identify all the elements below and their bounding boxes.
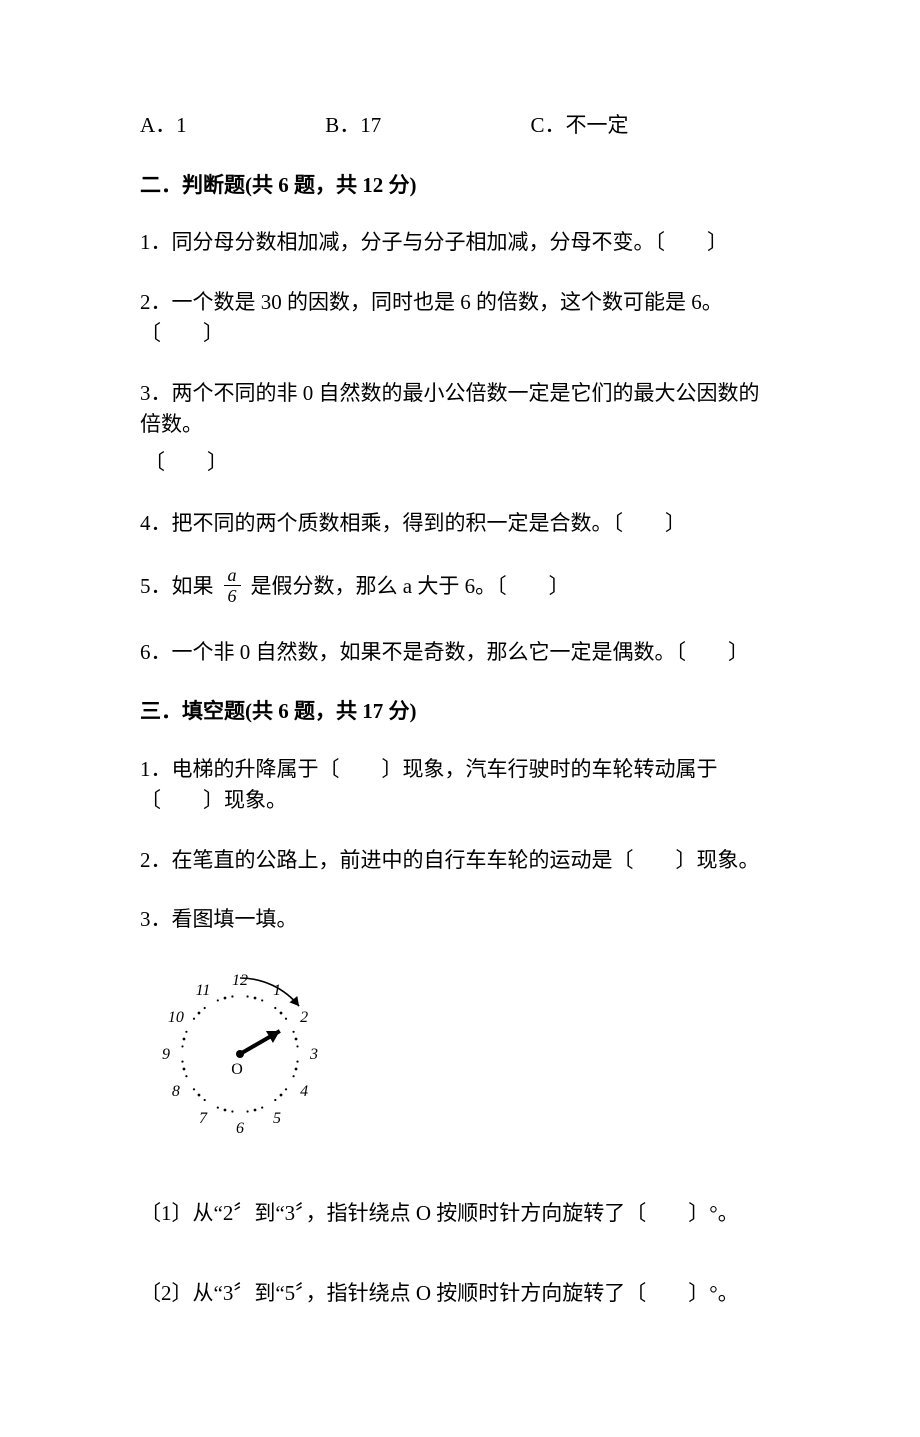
mc-answer-row: A．1 B．17 C．不一定 — [140, 110, 780, 142]
s2-q6: 6．一个非 0 自然数，如果不是奇数，那么它一定是偶数。〔 〕 — [140, 637, 780, 669]
s2-q3-line2: 〔 〕 — [140, 447, 780, 479]
svg-text:O: O — [231, 1061, 243, 1078]
s3-q3-sub2: 〔2〕从“3〞到“5〞，指针绕点 O 按顺时针方向旋转了〔 〕°。 — [140, 1278, 780, 1310]
section-3-heading: 三．填空题(共 6 题，共 17 分) — [140, 696, 780, 728]
svg-text:11: 11 — [196, 981, 211, 998]
s2-q3-line1: 3．两个不同的非 0 自然数的最小公倍数一定是它们的最大公因数的倍数。 — [140, 378, 780, 441]
svg-text:12: 12 — [232, 972, 248, 989]
s2-q5: 5．如果 a 6 是假分数，那么 a 大于 6。〔 〕 — [140, 568, 570, 607]
clock-figure: 121234567891011O — [150, 964, 780, 1159]
fraction-a-over-6: a 6 — [224, 566, 241, 605]
s3-q1: 1．电梯的升降属于〔 〕现象，汽车行驶时的车轮转动属于〔 〕现象。 — [140, 754, 780, 817]
svg-text:5: 5 — [273, 1110, 281, 1127]
svg-text:3: 3 — [309, 1046, 318, 1063]
option-a: A．1 — [140, 110, 320, 142]
svg-text:6: 6 — [236, 1120, 244, 1137]
svg-text:10: 10 — [168, 1009, 184, 1026]
s2-q4: 4．把不同的两个质数相乘，得到的积一定是合数。〔 〕 — [140, 508, 780, 540]
s3-q3: 3．看图填一填。 — [140, 904, 780, 936]
s2-q1: 1．同分母分数相加减，分子与分子相加减，分母不变。〔 〕 — [140, 227, 780, 259]
fraction-numerator: a — [224, 566, 241, 586]
svg-text:2: 2 — [300, 1009, 308, 1026]
section-2-heading: 二．判断题(共 6 题，共 12 分) — [140, 170, 780, 202]
svg-text:7: 7 — [199, 1110, 208, 1127]
s3-q2: 2．在笔直的公路上，前进中的自行车车轮的运动是〔 〕现象。 — [140, 845, 780, 877]
option-c: C．不一定 — [531, 110, 629, 142]
svg-text:8: 8 — [172, 1083, 180, 1100]
clock-icon: 121234567891011O — [150, 964, 340, 1149]
s2-q2: 2．一个数是 30 的因数，同时也是 6 的倍数，这个数可能是 6。〔 〕 — [140, 287, 780, 350]
s2-q5-post: 是假分数，那么 a 大于 6。〔 〕 — [251, 571, 570, 603]
option-b: B．17 — [325, 110, 525, 142]
s2-q5-pre: 5．如果 — [140, 571, 214, 603]
fraction-denominator: 6 — [224, 586, 241, 605]
s3-q3-sub1: 〔1〕从“2〞到“3〞，指针绕点 O 按顺时针方向旋转了〔 〕°。 — [140, 1198, 780, 1230]
svg-text:4: 4 — [300, 1083, 308, 1100]
svg-text:1: 1 — [273, 981, 281, 998]
svg-text:9: 9 — [162, 1046, 170, 1063]
